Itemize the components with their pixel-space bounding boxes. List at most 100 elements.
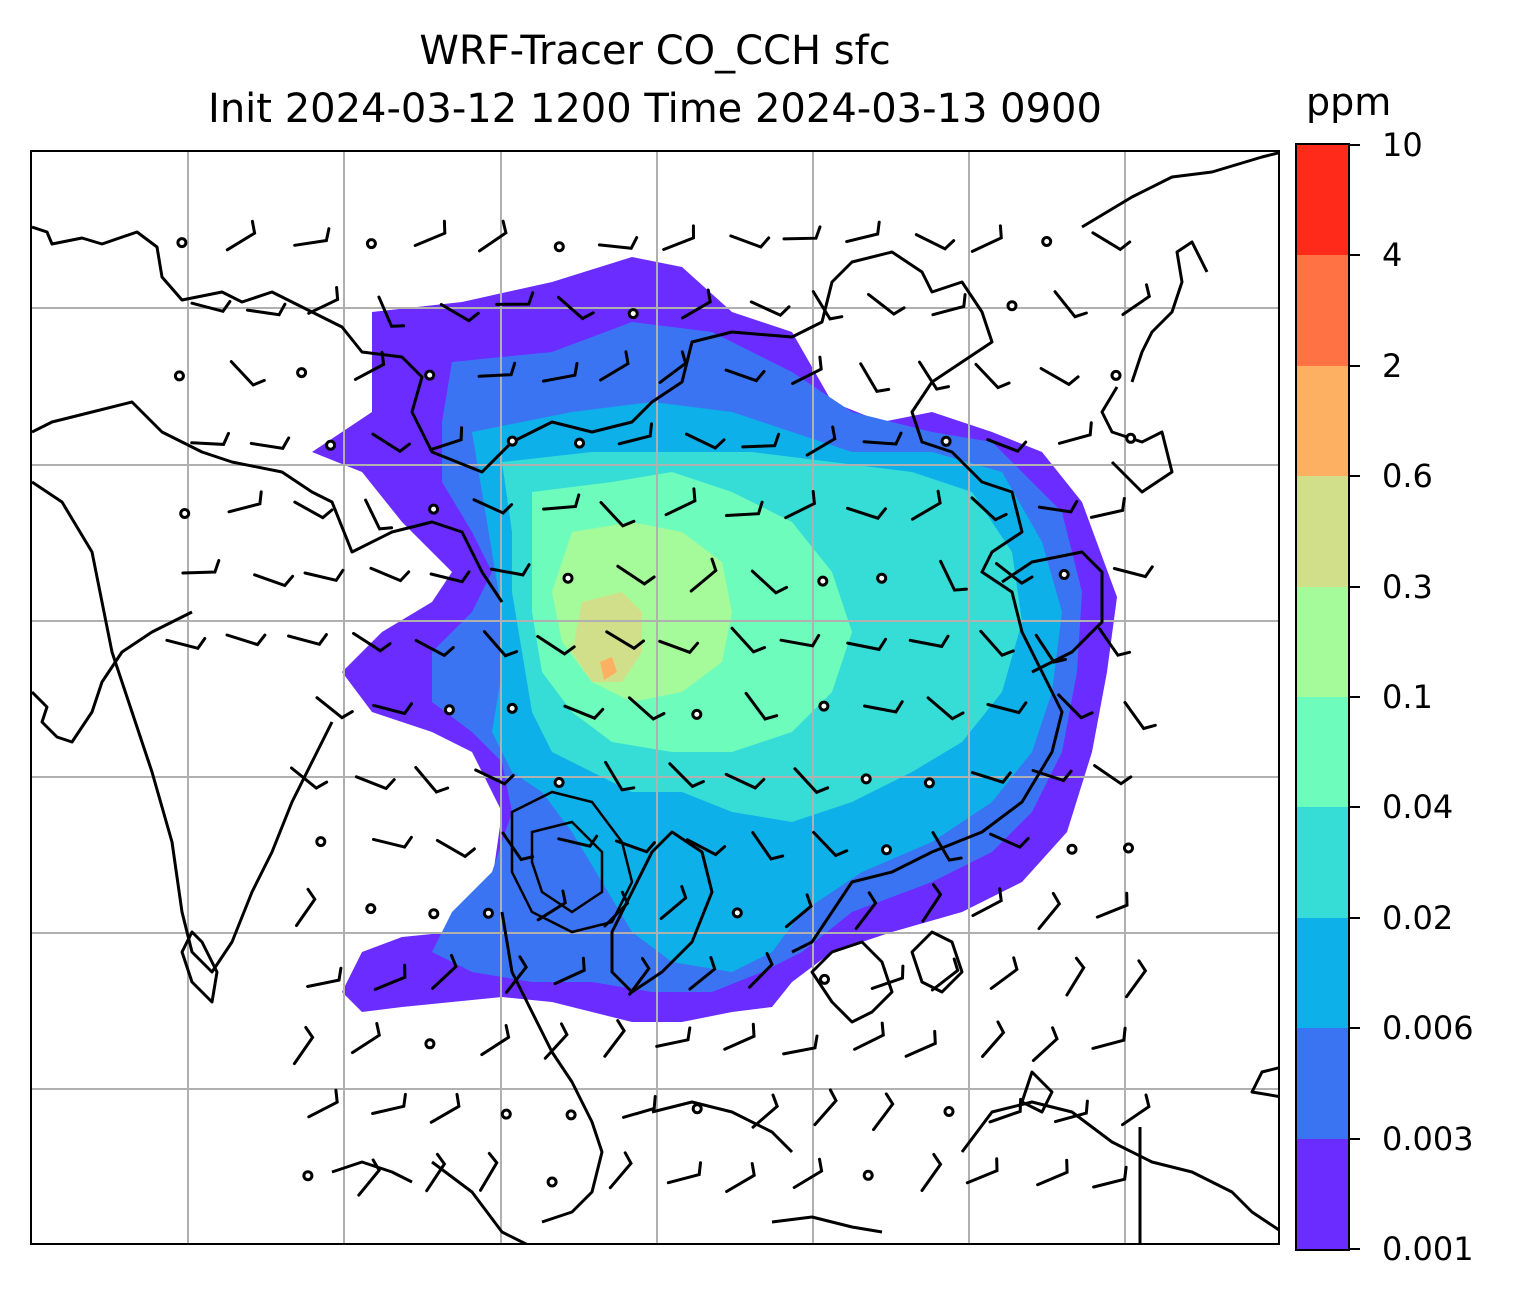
- calm-wind-circle: [179, 508, 191, 519]
- wind-barb: [920, 1153, 943, 1192]
- wind-barb: [863, 700, 904, 714]
- wind-barb: [303, 568, 345, 582]
- wind-barb: [287, 633, 328, 647]
- calm-wind-circle: [862, 1169, 874, 1181]
- wind-barb: [659, 885, 688, 920]
- wind-barb: [353, 350, 386, 381]
- wind-barb: [429, 570, 471, 584]
- wind-barb: [970, 496, 1008, 522]
- wind-barb: [914, 233, 956, 251]
- calm-wind-circle: [296, 367, 308, 379]
- colorbar-tick: [1350, 144, 1360, 146]
- wind-barb: [604, 760, 636, 792]
- colorbar-tick: [1350, 1248, 1360, 1250]
- colorbar-tick: [1350, 806, 1360, 809]
- wind-barb: [292, 1026, 315, 1066]
- colorbar-segment: [1297, 696, 1348, 808]
- calm-wind-circle: [506, 435, 518, 447]
- colorbar-tick-label: 2: [1382, 346, 1403, 385]
- wind-barb: [724, 368, 766, 383]
- wind-barb: [970, 771, 1012, 784]
- wind-barb: [853, 1021, 885, 1051]
- wind-barb: [371, 432, 411, 454]
- calm-wind-circle: [817, 575, 829, 587]
- wind-barb: [845, 220, 881, 244]
- wind-barb: [862, 431, 903, 446]
- colorbar-tick: [1350, 696, 1360, 698]
- calm-wind-circle: [315, 836, 327, 848]
- wind-barb: [293, 227, 331, 247]
- colorbar-tick-label: 0.006: [1382, 1009, 1474, 1048]
- wind-barb: [979, 629, 1015, 657]
- calm-wind-circle: [443, 704, 455, 716]
- wind-barb: [489, 563, 531, 577]
- colorbar-tick: [1350, 585, 1360, 588]
- wind-barb: [431, 953, 458, 990]
- wind-barb: [741, 432, 781, 449]
- wind-barb: [249, 436, 291, 450]
- wind-barb: [480, 1024, 511, 1057]
- wind-barb: [439, 303, 480, 323]
- colorbar-segment: [1297, 144, 1348, 256]
- calm-wind-circle: [302, 1170, 314, 1182]
- wind-barb: [986, 701, 1028, 715]
- wind-barb: [414, 638, 455, 658]
- wind-barb: [1089, 497, 1126, 519]
- map-canvas: [32, 152, 1278, 1243]
- wind-barb: [748, 952, 774, 989]
- wind-barb: [988, 1097, 1023, 1124]
- wind-barb: [791, 355, 823, 385]
- wind-barb: [974, 362, 1011, 390]
- wind-barb: [930, 957, 960, 992]
- calm-wind-circle: [1058, 569, 1070, 580]
- wind-barb: [190, 431, 230, 446]
- wind-barb: [688, 956, 717, 991]
- wind-barb: [474, 768, 515, 786]
- wind-barb: [479, 1151, 499, 1192]
- wind-barb: [372, 835, 413, 849]
- wind-barb: [377, 295, 406, 328]
- wind-barb: [689, 557, 718, 593]
- calm-wind-circles: [173, 236, 1137, 1188]
- wind-barb: [813, 1088, 838, 1127]
- wind-barb: [616, 564, 656, 586]
- wind-barb: [1057, 693, 1094, 720]
- colorbar-segment: [1297, 365, 1348, 477]
- wind-barb: [965, 1157, 999, 1185]
- wind-barb: [429, 1092, 461, 1124]
- wind-barb: [364, 498, 394, 531]
- wind-barb: [543, 1022, 569, 1060]
- wind-barb: [1093, 764, 1133, 786]
- wind-barb: [846, 506, 887, 520]
- wind-barb: [608, 1151, 633, 1190]
- wind-barb: [181, 559, 221, 575]
- wind-barb: [425, 1152, 447, 1193]
- wind-barb: [658, 639, 700, 655]
- wind-barb: [931, 293, 967, 317]
- colorbar-segment: [1297, 1138, 1348, 1249]
- calm-wind-circle: [627, 308, 639, 320]
- wind-barb: [867, 292, 906, 316]
- colorbar-segment: [1297, 1027, 1348, 1139]
- wind-barb: [536, 634, 576, 656]
- wind-barb: [805, 425, 837, 457]
- wind-barb: [1125, 959, 1148, 999]
- calm-wind-circle: [553, 241, 565, 253]
- wind-barb: [904, 1029, 937, 1058]
- wind-barb: [357, 1158, 381, 1197]
- wind-barb: [655, 1026, 692, 1048]
- colorbar-tick-label: 0.001: [1382, 1230, 1474, 1268]
- wind-barb: [1098, 627, 1131, 657]
- wind-barb: [751, 831, 785, 861]
- colorbar-tick: [1350, 475, 1360, 478]
- wind-barb: [1091, 231, 1132, 252]
- wind-barb: [658, 350, 688, 384]
- wind-barb: [784, 490, 816, 520]
- wind-barb: [628, 956, 651, 996]
- calm-wind-circle: [500, 1108, 512, 1120]
- wind-barb: [782, 225, 822, 241]
- calm-wind-circle: [1041, 236, 1053, 247]
- wind-barb: [989, 956, 1019, 990]
- colorbar-segment: [1297, 917, 1348, 1029]
- map-panel: [30, 150, 1280, 1245]
